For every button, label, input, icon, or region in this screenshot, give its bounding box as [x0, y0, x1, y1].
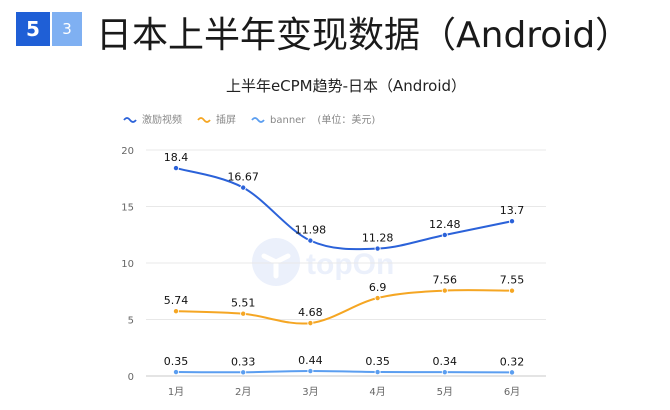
- series-line: [175, 167, 513, 251]
- subsection-number-badge: 3: [52, 12, 82, 46]
- data-label: 0.35: [164, 355, 189, 368]
- data-point: [508, 287, 515, 294]
- legend-swatch: [251, 117, 265, 123]
- data-point: [374, 295, 381, 302]
- data-label: 0.35: [365, 355, 390, 368]
- data-label: 4.68: [298, 306, 323, 319]
- data-point: [172, 165, 179, 172]
- series-banner: 0.35 0.33 0.44 0.35 0.34 0.32: [164, 354, 525, 376]
- series-line: [175, 289, 513, 325]
- x-axis: 1月 2月 3月 4月 5月 6月: [168, 386, 520, 398]
- x-tick-label: 5月: [437, 386, 453, 398]
- y-tick-label: 10: [121, 259, 134, 270]
- unit-note: (单位：美元): [317, 113, 375, 126]
- topon-watermark: topOn: [252, 238, 394, 286]
- y-tick-label: 0: [128, 372, 134, 383]
- data-label: 18.4: [164, 151, 189, 164]
- x-tick-label: 3月: [302, 386, 318, 398]
- legend-item: 插屏: [197, 113, 236, 126]
- data-label: 16.67: [227, 171, 259, 184]
- data-label: 0.44: [298, 354, 323, 367]
- data-point: [441, 369, 448, 376]
- data-label: 12.48: [429, 218, 461, 231]
- data-label: 11.28: [362, 232, 394, 245]
- data-label: 11.98: [295, 224, 327, 237]
- legend-item: 激励视频: [123, 113, 182, 126]
- y-tick-label: 15: [121, 203, 134, 214]
- data-label: 7.55: [500, 274, 525, 287]
- data-point: [240, 310, 247, 317]
- data-label: 6.9: [369, 281, 387, 294]
- legend-swatch: [197, 117, 211, 123]
- data-label: 7.56: [433, 274, 458, 287]
- series-插屏: 5.74 5.51 4.68 6.9 7.56 7.55: [164, 274, 525, 327]
- data-point: [307, 237, 314, 244]
- y-tick-label: 5: [128, 316, 134, 327]
- topon-logo-icon: [252, 238, 300, 286]
- series-line: [175, 370, 513, 374]
- watermark-text: topOn: [306, 248, 394, 281]
- data-point: [508, 369, 515, 376]
- chart-title: 上半年eCPM趋势-日本（Android）: [226, 77, 466, 95]
- section-number-badge: 5: [16, 12, 50, 46]
- legend-item: banner: [251, 115, 306, 126]
- data-label: 0.32: [500, 355, 525, 368]
- data-point: [441, 231, 448, 238]
- slide-title: 日本上半年变现数据（Android）: [96, 15, 632, 56]
- data-point: [508, 218, 515, 225]
- chart-grid: [146, 149, 546, 377]
- data-label: 5.51: [231, 297, 256, 310]
- legend-label: 激励视频: [142, 113, 182, 126]
- y-tick-label: 20: [121, 146, 134, 157]
- data-label: 0.33: [231, 355, 256, 368]
- legend-swatch: [123, 117, 137, 123]
- data-point: [374, 245, 381, 252]
- data-point: [172, 308, 179, 315]
- data-point: [307, 320, 314, 327]
- data-point: [441, 287, 448, 294]
- chart-legend: 激励视频 插屏 banner (单位：美元): [123, 113, 375, 126]
- legend-label: banner: [270, 115, 306, 126]
- x-tick-label: 1月: [168, 386, 184, 398]
- series-激励视频: 18.4 16.67 11.98 11.28 12.48 13.7: [164, 151, 525, 252]
- data-point: [172, 369, 179, 376]
- y-axis: 0 5 10 15 20: [121, 146, 134, 383]
- data-point: [240, 369, 247, 376]
- x-tick-label: 4月: [369, 386, 385, 398]
- data-point: [240, 184, 247, 191]
- x-tick-label: 2月: [235, 386, 251, 398]
- x-tick-label: 6月: [504, 386, 520, 398]
- data-label: 0.34: [433, 355, 458, 368]
- plot-area: 18.4 16.67 11.98 11.28 12.48 13.7 5.74 5.51 4.68…: [164, 151, 525, 376]
- data-point: [307, 368, 314, 375]
- data-label: 13.7: [500, 204, 525, 217]
- legend-label: 插屏: [216, 113, 236, 126]
- data-label: 5.74: [164, 294, 189, 307]
- data-point: [374, 369, 381, 376]
